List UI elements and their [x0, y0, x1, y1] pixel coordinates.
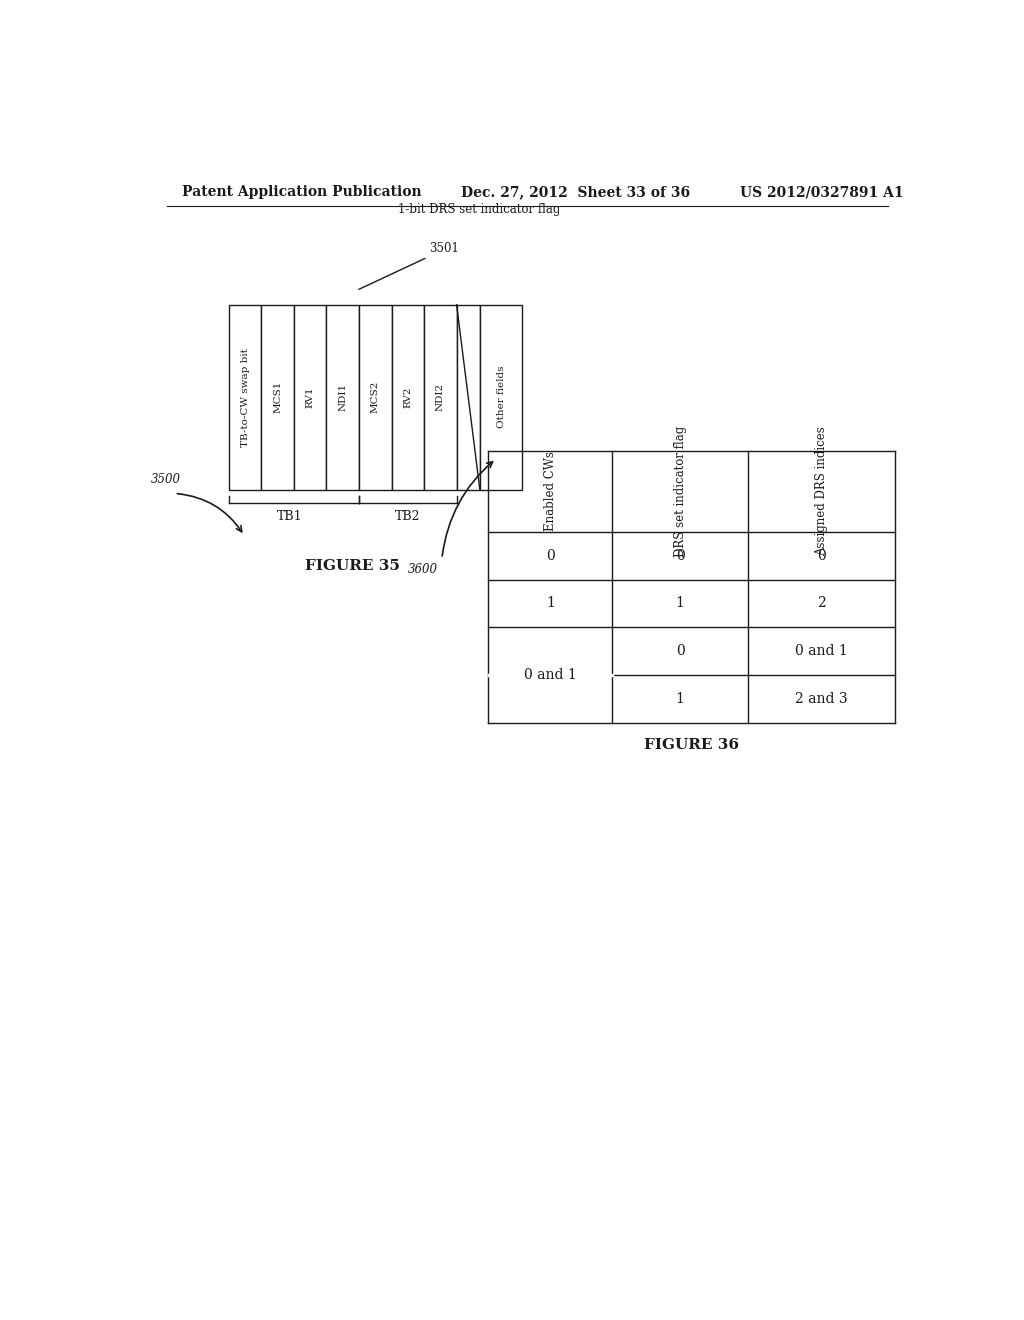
Text: TB-to-CW swap bit: TB-to-CW swap bit [241, 347, 250, 446]
Text: NDI1: NDI1 [338, 383, 347, 411]
Text: 2 and 3: 2 and 3 [796, 692, 848, 706]
Bar [359, 305, 391, 490]
Text: Assigned DRS indices: Assigned DRS indices [815, 426, 828, 556]
Text: 0: 0 [676, 549, 685, 562]
Text: MCS1: MCS1 [273, 381, 282, 413]
Text: FIGURE 35: FIGURE 35 [305, 558, 399, 573]
Bar [480, 305, 522, 490]
Bar [294, 305, 327, 490]
Text: 1: 1 [676, 597, 685, 610]
Text: Patent Application Publication: Patent Application Publication [182, 185, 422, 199]
Text: TB2: TB2 [395, 510, 421, 523]
Text: 1: 1 [546, 597, 555, 610]
Text: US 2012/0327891 A1: US 2012/0327891 A1 [740, 185, 904, 199]
Text: FIGURE 36: FIGURE 36 [644, 738, 739, 752]
Text: 1: 1 [676, 692, 685, 706]
Bar [327, 305, 359, 490]
Text: 3600: 3600 [408, 562, 438, 576]
Text: 1-bit DRS set indicator flag: 1-bit DRS set indicator flag [397, 203, 560, 216]
Text: RV1: RV1 [305, 387, 314, 408]
Bar [261, 305, 294, 490]
Text: NDI2: NDI2 [436, 383, 444, 411]
Bar [457, 305, 480, 490]
Text: 3500: 3500 [152, 473, 181, 486]
Text: 0 and 1: 0 and 1 [796, 644, 848, 659]
Text: 0: 0 [817, 549, 826, 562]
Text: Other fields: Other fields [497, 366, 506, 429]
Text: RV2: RV2 [403, 387, 413, 408]
Text: 0: 0 [676, 644, 685, 659]
Text: 0: 0 [546, 549, 555, 562]
Text: Enabled CWs: Enabled CWs [544, 451, 557, 532]
Text: 3501: 3501 [429, 242, 459, 255]
Bar [228, 305, 261, 490]
Text: TB1: TB1 [278, 510, 303, 523]
Text: MCS2: MCS2 [371, 381, 380, 413]
Text: DRS set indicator flag: DRS set indicator flag [674, 426, 687, 557]
Text: Dec. 27, 2012  Sheet 33 of 36: Dec. 27, 2012 Sheet 33 of 36 [461, 185, 690, 199]
Bar [391, 305, 424, 490]
Text: 2: 2 [817, 597, 826, 610]
Text: 0 and 1: 0 and 1 [524, 668, 577, 682]
Bar [424, 305, 457, 490]
